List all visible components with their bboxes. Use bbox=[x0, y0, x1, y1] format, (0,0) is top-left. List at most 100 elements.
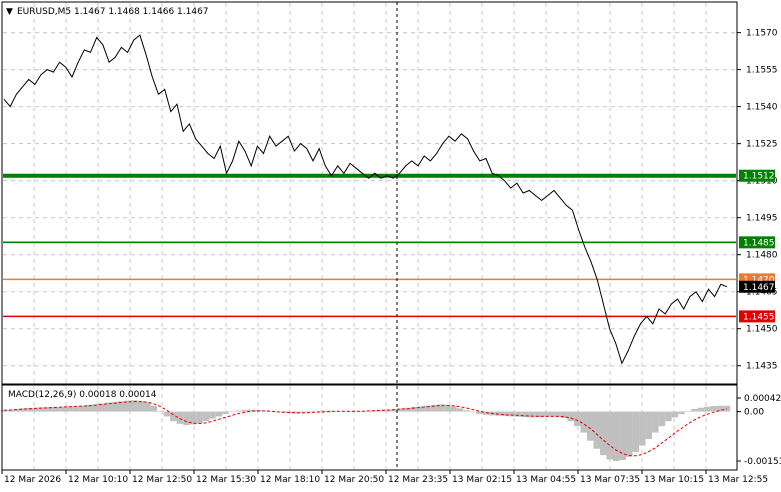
macd-bar bbox=[411, 407, 418, 412]
time-label: 12 Mar 15:30 bbox=[196, 475, 256, 485]
macd-bar bbox=[606, 411, 614, 460]
price-line bbox=[3, 34, 728, 365]
price-tick-label: 1.1450 bbox=[746, 325, 778, 335]
macd-bar bbox=[541, 411, 548, 417]
macd-bar bbox=[463, 410, 470, 412]
macd-bar bbox=[189, 411, 197, 425]
macd-bar bbox=[150, 405, 158, 412]
macd-bar bbox=[385, 409, 392, 412]
macd-signal-line bbox=[3, 401, 728, 457]
macd-bar bbox=[157, 410, 164, 412]
macd-bar bbox=[228, 411, 236, 413]
macd-bar bbox=[469, 411, 477, 413]
macd-bar bbox=[332, 410, 340, 412]
macd-panel bbox=[0, 400, 731, 461]
macd-bar bbox=[573, 411, 581, 427]
macd-bar bbox=[658, 411, 666, 427]
macd-bar bbox=[52, 407, 60, 412]
macd-bar bbox=[391, 408, 399, 412]
macd-bar bbox=[697, 407, 705, 412]
macd-bar bbox=[222, 411, 229, 415]
macd-bar bbox=[85, 405, 92, 412]
macd-bar bbox=[131, 400, 138, 412]
macd-bar bbox=[235, 410, 242, 412]
macd-bar bbox=[619, 411, 627, 461]
price-tick-label: 1.1480 bbox=[746, 251, 778, 261]
macd-bar bbox=[613, 411, 620, 461]
macd-axis: 0.00042 0.00 -0.00153 bbox=[737, 394, 781, 467]
macd-bar bbox=[560, 411, 568, 419]
level-1512-tag-label: 1.1512 bbox=[743, 172, 775, 182]
macd-bar bbox=[117, 401, 125, 412]
macd-bar bbox=[163, 411, 171, 417]
macd-bar bbox=[430, 405, 438, 412]
macd-bar bbox=[665, 411, 672, 422]
macd-bar bbox=[593, 411, 600, 449]
macd-bar bbox=[534, 411, 542, 418]
horizontal-levels[interactable] bbox=[3, 173, 736, 318]
macd-bar bbox=[378, 409, 386, 412]
macd-bar bbox=[72, 406, 79, 412]
macd-bar bbox=[13, 408, 21, 412]
macd-bar bbox=[443, 405, 451, 412]
time-label: 13 Mar 07:35 bbox=[580, 475, 640, 485]
time-label: 13 Mar 04:55 bbox=[516, 475, 576, 485]
level-1485-tag bbox=[739, 236, 775, 249]
macd-bar bbox=[300, 411, 307, 413]
price-tick-label: 1.1435 bbox=[746, 362, 778, 372]
macd-label: MACD(12,26,9) 0.00018 0.00014 bbox=[8, 390, 157, 400]
macd-bar bbox=[652, 411, 659, 433]
macd-bar bbox=[632, 411, 640, 452]
macd-bar bbox=[528, 411, 535, 418]
macd-bar bbox=[33, 407, 40, 412]
time-label: 13 Mar 02:15 bbox=[452, 475, 512, 485]
macd-bar bbox=[267, 411, 275, 412]
macd-bar bbox=[599, 411, 607, 456]
macd-bar bbox=[586, 411, 594, 441]
current-price-tag-label: 1.1467 bbox=[743, 283, 775, 293]
chart-menu-icon[interactable]: ▼ bbox=[6, 7, 13, 17]
macd-bar bbox=[104, 402, 112, 412]
level-1512-tag bbox=[739, 169, 775, 182]
price-tick-label: 1.1495 bbox=[746, 214, 778, 224]
macd-bar bbox=[417, 406, 425, 412]
macd-bar bbox=[567, 411, 574, 422]
macd-bar bbox=[345, 411, 353, 413]
time-axis: 12 Mar 2026 12 Mar 10:10 12 Mar 12:50 12 Ma… bbox=[1, 470, 768, 485]
macd-bar bbox=[352, 411, 359, 412]
macd-bar bbox=[508, 411, 516, 417]
price-tick-label: 1.1540 bbox=[746, 103, 778, 113]
macd-bar bbox=[521, 411, 529, 418]
price-tick-label: 1.1555 bbox=[746, 66, 778, 76]
current-price-tag bbox=[739, 280, 775, 293]
chart-grid bbox=[3, 3, 736, 469]
macd-bar bbox=[137, 400, 145, 412]
macd-bar bbox=[671, 411, 679, 418]
macd-tick-label: 0.00 bbox=[744, 408, 764, 418]
macd-bar bbox=[26, 408, 34, 412]
macd-bar bbox=[319, 410, 327, 412]
macd-bar bbox=[306, 411, 314, 413]
macd-bar bbox=[372, 410, 379, 412]
macd-bar bbox=[46, 407, 53, 412]
macd-bar bbox=[404, 407, 412, 412]
macd-bar bbox=[482, 411, 490, 415]
macd-bar bbox=[723, 405, 731, 412]
price-series bbox=[3, 34, 728, 365]
macd-bar bbox=[639, 411, 646, 446]
main-panel-frame bbox=[1, 1, 738, 385]
macd-bar bbox=[710, 406, 718, 412]
level-1455-tag-label: 1.1455 bbox=[743, 312, 775, 322]
time-label: 12 Mar 2026 bbox=[4, 475, 61, 485]
macd-bar bbox=[39, 407, 47, 412]
macd-bar bbox=[124, 400, 132, 412]
macd-bar bbox=[580, 411, 587, 433]
macd-bar bbox=[502, 411, 509, 417]
macd-bar bbox=[645, 411, 653, 440]
macd-bar bbox=[215, 411, 223, 417]
time-label: 12 Mar 10:10 bbox=[68, 475, 128, 485]
macd-bar bbox=[437, 404, 444, 412]
macd-bar bbox=[456, 408, 464, 412]
macd-bar bbox=[170, 411, 177, 422]
